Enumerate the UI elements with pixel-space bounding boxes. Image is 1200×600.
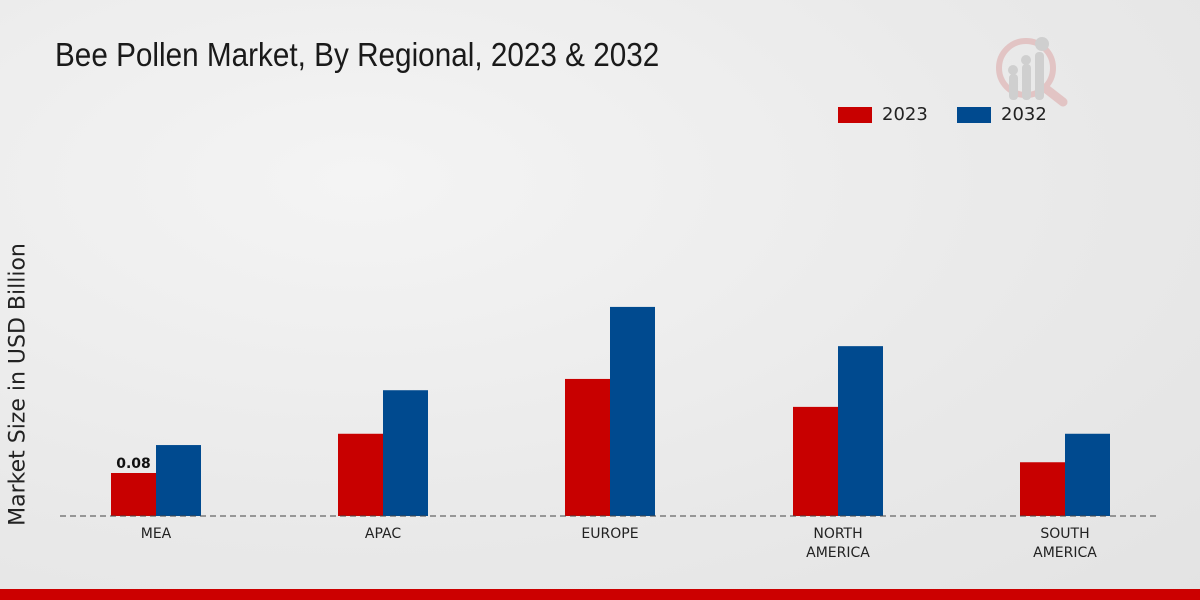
x-tick-label: NORTH bbox=[813, 526, 862, 542]
bar-2023-north-america bbox=[793, 406, 838, 516]
bar-2023-europe bbox=[565, 378, 610, 516]
chart-title: Bee Pollen Market, By Regional, 2023 & 2… bbox=[55, 36, 660, 73]
legend-swatch-2032 bbox=[957, 106, 991, 123]
x-tick-label: APAC bbox=[365, 526, 401, 542]
legend-label-2023: 2023 bbox=[882, 104, 928, 125]
bar-2032-south-america bbox=[1065, 433, 1110, 516]
bar-2023-mea bbox=[111, 473, 156, 516]
legend-swatch-2023 bbox=[838, 106, 872, 123]
bar-2023-apac bbox=[338, 433, 383, 516]
data-label: 0.08 bbox=[116, 456, 151, 472]
bar-2032-north-america bbox=[838, 346, 883, 516]
x-tick-label: SOUTH bbox=[1040, 526, 1089, 542]
watermark-logo-icon bbox=[996, 37, 1068, 107]
bar-2032-europe bbox=[610, 306, 655, 516]
bar-2032-apac bbox=[383, 390, 428, 516]
legend-label-2032: 2032 bbox=[1001, 104, 1047, 125]
legend-item-2032: 2032 bbox=[957, 104, 1047, 125]
bottom-accent-bar bbox=[0, 589, 1200, 600]
legend-item-2023: 2023 bbox=[838, 104, 928, 125]
x-tick-label: AMERICA bbox=[806, 545, 870, 561]
bar-2023-south-america bbox=[1020, 462, 1065, 516]
x-tick-label: MEA bbox=[141, 526, 172, 542]
x-tick-label: EUROPE bbox=[581, 526, 638, 542]
bar-2032-mea bbox=[156, 445, 201, 516]
x-tick-label: AMERICA bbox=[1033, 545, 1097, 561]
